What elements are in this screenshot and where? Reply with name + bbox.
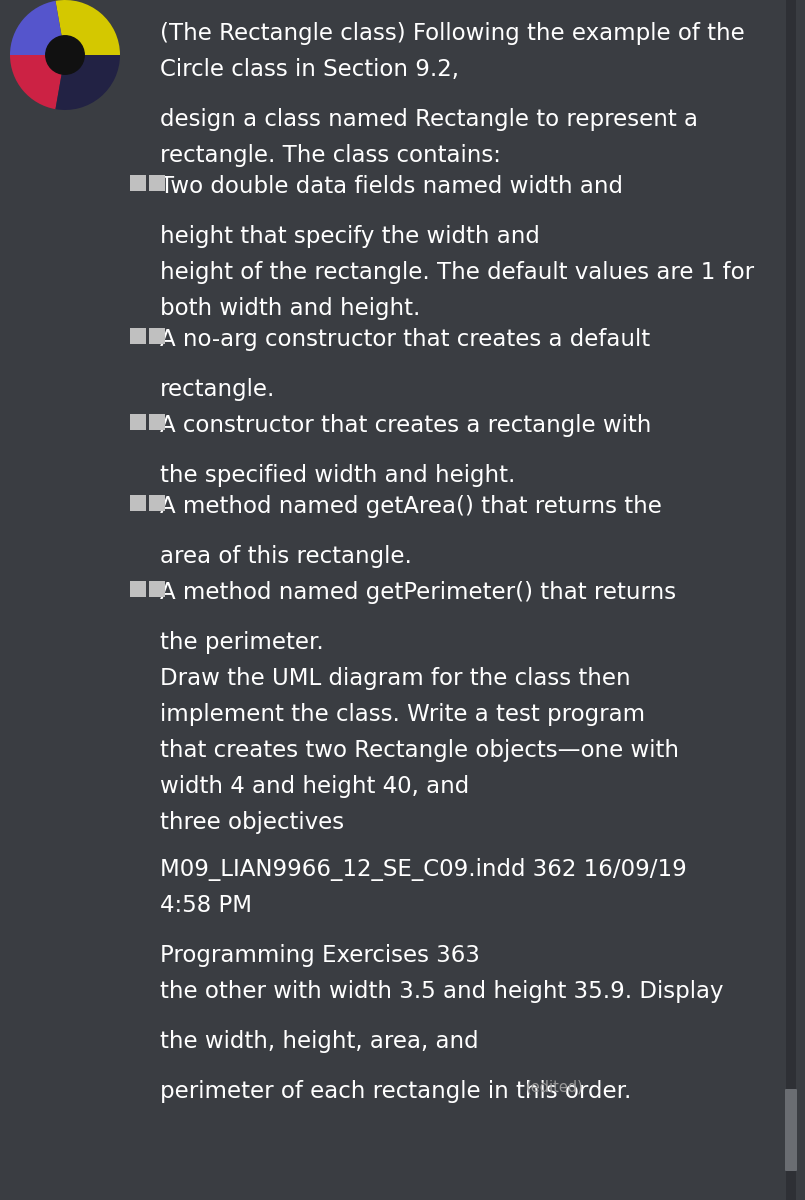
Text: implement the class. Write a test program: implement the class. Write a test progra… (160, 703, 645, 726)
FancyBboxPatch shape (130, 414, 146, 430)
FancyBboxPatch shape (130, 581, 146, 596)
Text: both width and height.: both width and height. (160, 296, 420, 320)
Text: the perimeter.: the perimeter. (160, 631, 324, 654)
FancyBboxPatch shape (149, 328, 165, 344)
Text: Programming Exercises 363: Programming Exercises 363 (160, 944, 480, 967)
Text: 4:58 PM: 4:58 PM (160, 894, 252, 917)
Text: (The Rectangle class) Following the example of the: (The Rectangle class) Following the exam… (160, 22, 745, 44)
FancyBboxPatch shape (149, 581, 165, 596)
FancyBboxPatch shape (149, 414, 165, 430)
Text: rectangle.: rectangle. (160, 378, 275, 401)
Text: rectangle. The class contains:: rectangle. The class contains: (160, 144, 501, 167)
Text: three objectives: three objectives (160, 811, 344, 834)
FancyBboxPatch shape (149, 175, 165, 191)
FancyBboxPatch shape (785, 1090, 797, 1171)
Text: the other with width 3.5 and height 35.9. Display: the other with width 3.5 and height 35.9… (160, 980, 724, 1003)
FancyBboxPatch shape (149, 494, 165, 511)
FancyBboxPatch shape (130, 494, 146, 511)
Text: area of this rectangle.: area of this rectangle. (160, 545, 412, 568)
Text: A method named getPerimeter() that returns: A method named getPerimeter() that retur… (160, 581, 676, 604)
Text: that creates two Rectangle objects—one with: that creates two Rectangle objects—one w… (160, 739, 679, 762)
FancyBboxPatch shape (786, 0, 796, 1200)
Text: perimeter of each rectangle in this order.: perimeter of each rectangle in this orde… (160, 1080, 631, 1103)
Wedge shape (10, 1, 65, 55)
Text: height that specify the width and: height that specify the width and (160, 226, 540, 248)
Wedge shape (56, 55, 120, 110)
Wedge shape (10, 55, 65, 109)
Text: (edited): (edited) (526, 1080, 583, 1094)
Text: width 4 and height 40, and: width 4 and height 40, and (160, 775, 469, 798)
Text: Draw the UML diagram for the class then: Draw the UML diagram for the class then (160, 667, 630, 690)
Text: the width, height, area, and: the width, height, area, and (160, 1030, 479, 1054)
Wedge shape (56, 0, 120, 55)
Text: A no-arg constructor that creates a default: A no-arg constructor that creates a defa… (160, 328, 650, 350)
Text: the specified width and height.: the specified width and height. (160, 464, 515, 487)
FancyBboxPatch shape (130, 175, 146, 191)
Text: Two double data fields named width and: Two double data fields named width and (160, 175, 623, 198)
Text: height of the rectangle. The default values are 1 for: height of the rectangle. The default val… (160, 260, 754, 284)
Circle shape (46, 36, 85, 74)
Text: Circle class in Section 9.2,: Circle class in Section 9.2, (160, 58, 459, 80)
Text: A constructor that creates a rectangle with: A constructor that creates a rectangle w… (160, 414, 651, 437)
Text: design a class named Rectangle to represent a: design a class named Rectangle to repres… (160, 108, 698, 131)
FancyBboxPatch shape (130, 328, 146, 344)
Text: M09_LIAN9966_12_SE_C09.indd 362 16/09/19: M09_LIAN9966_12_SE_C09.indd 362 16/09/19 (160, 858, 687, 881)
Text: A method named getArea() that returns the: A method named getArea() that returns th… (160, 494, 662, 518)
